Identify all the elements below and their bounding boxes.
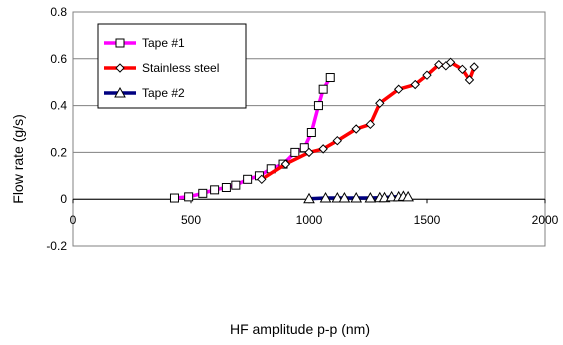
legend-label: Tape #2 bbox=[142, 86, 185, 100]
series-line bbox=[172, 75, 332, 200]
data-point bbox=[365, 119, 376, 130]
x-tick-label: 1500 bbox=[414, 213, 441, 227]
data-point bbox=[231, 180, 241, 190]
data-point bbox=[184, 192, 194, 202]
legend-marker bbox=[115, 38, 125, 48]
data-point bbox=[410, 79, 420, 90]
y-tick-label: 0.4 bbox=[50, 99, 67, 113]
legend: Tape #1 Stainless steel Tape #2 bbox=[97, 23, 247, 109]
data-point bbox=[280, 159, 291, 169]
data-point bbox=[198, 188, 208, 198]
data-point bbox=[221, 183, 231, 192]
x-tick-label: 1000 bbox=[296, 213, 323, 227]
x-tick-label: 500 bbox=[181, 213, 201, 227]
data-point bbox=[210, 185, 220, 195]
data-point bbox=[319, 192, 332, 203]
data-point bbox=[332, 135, 343, 146]
data-point bbox=[402, 190, 414, 202]
data-point bbox=[243, 174, 253, 184]
data-point bbox=[375, 98, 385, 108]
tick-labels: -0.200.20.40.60.80 500 1000 1500 2000 bbox=[46, 5, 558, 253]
data-point bbox=[385, 190, 398, 202]
data-point bbox=[351, 124, 361, 134]
data-point bbox=[325, 73, 335, 83]
series-group bbox=[169, 57, 479, 204]
data-point bbox=[304, 147, 314, 158]
data-point bbox=[290, 147, 300, 157]
legend-marker bbox=[115, 63, 125, 73]
data-point bbox=[169, 193, 179, 203]
legend-marker bbox=[114, 86, 126, 98]
data-point bbox=[306, 128, 316, 138]
y-tick-label: 0.8 bbox=[50, 5, 67, 19]
x-axis-title: HF amplitude p-p (nm) bbox=[230, 321, 370, 337]
legend-label: Stainless steel bbox=[142, 61, 219, 75]
y-tick-label: 0 bbox=[60, 192, 67, 206]
data-point bbox=[318, 144, 328, 154]
data-point bbox=[338, 192, 351, 203]
data-point bbox=[469, 62, 479, 72]
series-1 bbox=[169, 73, 335, 203]
series-3 bbox=[303, 190, 414, 204]
data-point bbox=[422, 70, 432, 80]
x-tick-label: 0 bbox=[70, 213, 77, 227]
data-point bbox=[331, 192, 344, 203]
data-point bbox=[434, 59, 444, 70]
y-tick-label: 0.2 bbox=[50, 145, 67, 159]
y-tick-label: 0.6 bbox=[50, 52, 67, 66]
data-point bbox=[457, 64, 468, 75]
data-point bbox=[464, 75, 475, 85]
data-point bbox=[350, 192, 363, 203]
data-point bbox=[364, 192, 377, 203]
data-point bbox=[299, 143, 309, 153]
y-axis-title: Flow rate (g/s) bbox=[10, 114, 26, 203]
series-2 bbox=[257, 57, 479, 185]
data-point bbox=[393, 84, 404, 94]
legend-label: Tape #1 bbox=[142, 36, 185, 50]
data-point bbox=[445, 57, 456, 68]
data-point bbox=[313, 101, 323, 111]
data-point bbox=[318, 84, 328, 94]
data-point bbox=[303, 192, 315, 204]
y-tick-label: -0.2 bbox=[46, 239, 67, 253]
data-point bbox=[257, 174, 267, 185]
x-tick-label: 2000 bbox=[532, 213, 559, 227]
